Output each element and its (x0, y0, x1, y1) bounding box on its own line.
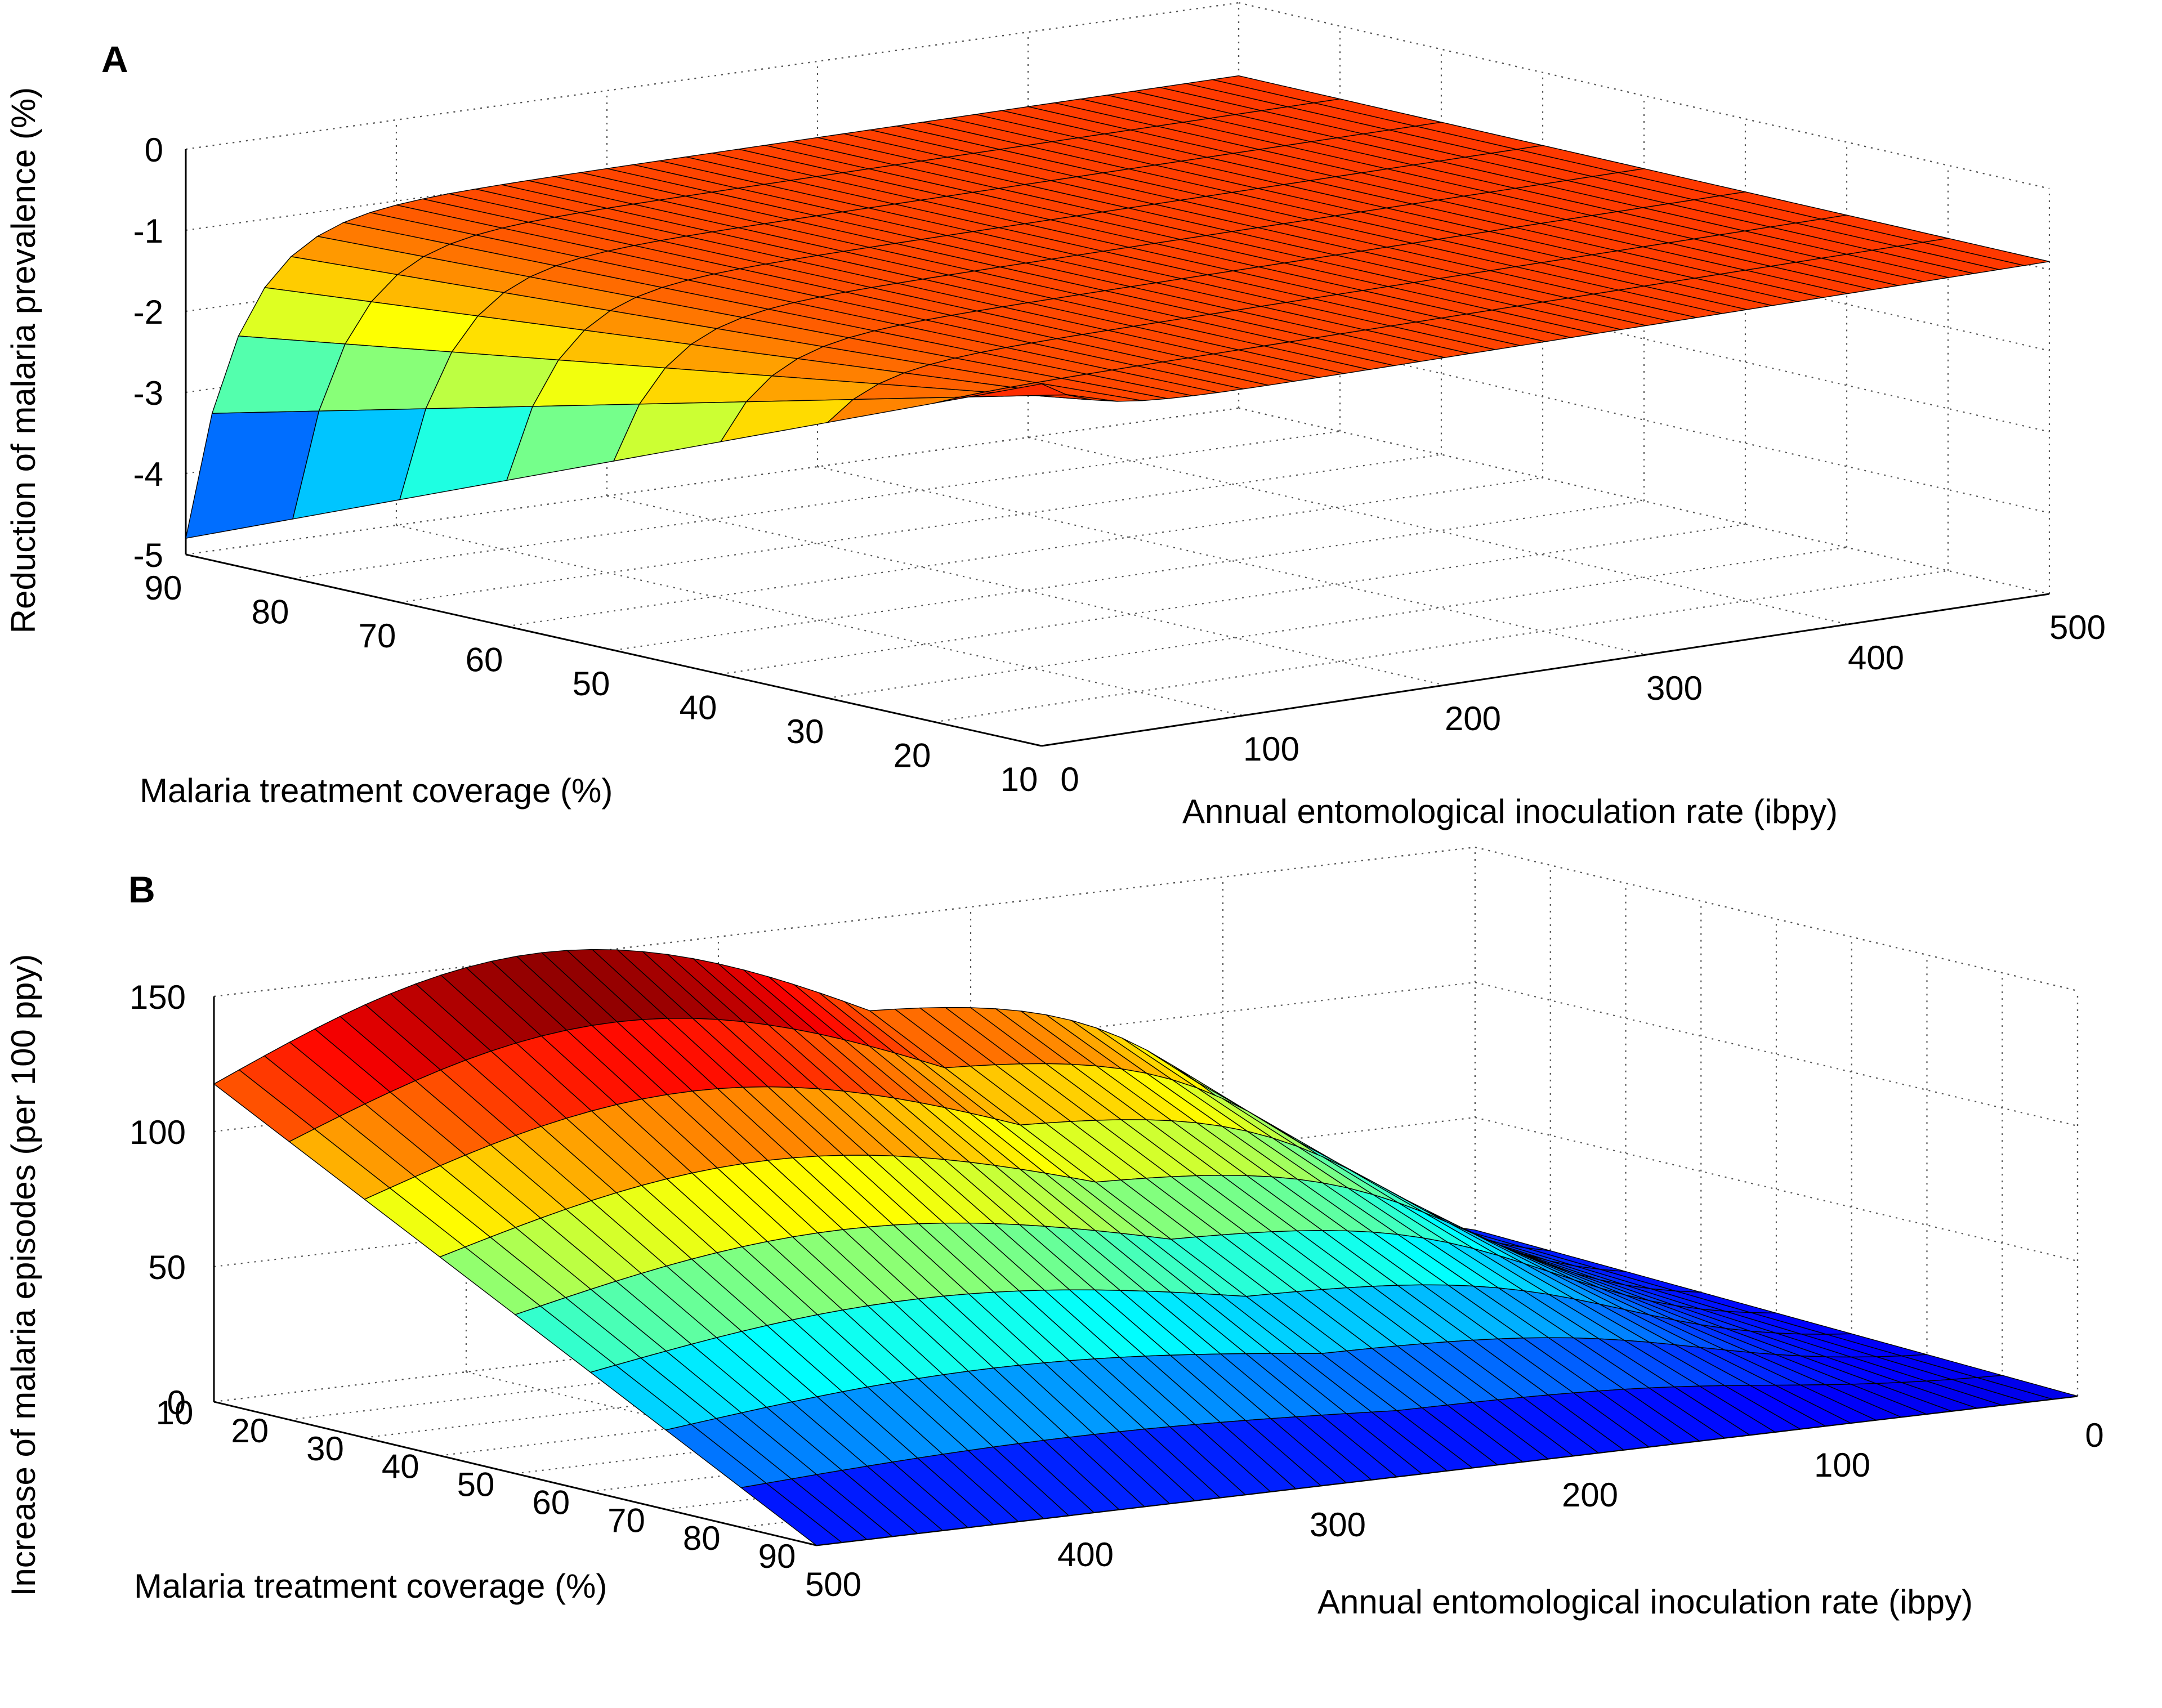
panel-b-y-label: Annual entomological inoculation rate (i… (1317, 1583, 1973, 1621)
x-tick-label: 40 (680, 689, 717, 727)
z-tick-label: 100 (129, 1114, 186, 1151)
z-tick-label: -2 (133, 293, 163, 331)
z-tick-label: -5 (133, 536, 163, 574)
grid-line (720, 524, 1746, 675)
x-tick-label: 50 (457, 1466, 495, 1504)
y-tick-label: 400 (1057, 1536, 1114, 1573)
x-tick-label: 50 (573, 665, 610, 703)
z-tick-label: 150 (129, 978, 186, 1016)
x-tick-label: 10 (156, 1394, 194, 1432)
grid-line (817, 466, 1647, 656)
y-tick-label: 300 (1646, 669, 1703, 707)
axis-line (185, 553, 1042, 747)
x-tick-label: 60 (466, 641, 503, 679)
grid-line (1028, 436, 1848, 625)
x-tick-label: 30 (787, 713, 824, 750)
y-tick-label: 200 (1562, 1476, 1618, 1514)
y-tick-label: 0 (1060, 761, 1079, 798)
grid-line (185, 2, 1239, 150)
y-tick-label: 400 (1848, 639, 1904, 677)
x-tick-label: 90 (145, 569, 182, 607)
x-tick-label: 80 (683, 1519, 721, 1557)
grid-line (613, 500, 1645, 651)
grid-line (934, 570, 1949, 723)
grid-line (827, 547, 1847, 699)
y-tick-label: 300 (1310, 1506, 1366, 1544)
x-tick-label: 20 (894, 737, 931, 775)
z-tick-label: -4 (133, 455, 163, 493)
x-tick-label: 90 (758, 1537, 796, 1575)
panel-b-z-label: Increase of malaria episodes (per 100 pp… (5, 954, 42, 1597)
x-tick-label: 60 (532, 1483, 570, 1521)
grid-line (506, 477, 1543, 627)
axis-line (1041, 593, 2050, 747)
panel-a-surface (185, 75, 2050, 539)
panel-a-z-label: Reduction of malaria prevalence (%) (5, 87, 42, 633)
surface-cell (1977, 1375, 2078, 1400)
y-tick-label: 200 (1445, 700, 1501, 737)
grid-line (213, 846, 1476, 998)
grid-line (606, 495, 1445, 686)
panel-b-surface (213, 949, 2078, 1546)
panel-b-letter: B (128, 869, 155, 910)
grid-line (185, 407, 1239, 556)
panel-a-y-label: Annual entomological inoculation rate (i… (1182, 793, 1838, 830)
axis-line (213, 1401, 817, 1546)
grid-line (292, 431, 1341, 579)
grid-line (399, 454, 1442, 603)
surface-cell (185, 410, 320, 539)
x-tick-label: 10 (1000, 761, 1038, 798)
panel-a-letter: A (101, 38, 128, 80)
y-tick-label: 500 (805, 1566, 861, 1603)
z-tick-label: 50 (148, 1249, 186, 1286)
y-tick-label: 0 (2085, 1416, 2103, 1454)
z-tick-label: 0 (145, 131, 163, 169)
z-tick-label: 0 (167, 1384, 186, 1421)
x-tick-label: 70 (359, 617, 396, 655)
y-tick-label: 500 (2049, 609, 2106, 646)
y-tick-label: 100 (1243, 730, 1299, 768)
y-tick-label: 100 (1814, 1446, 1870, 1484)
x-tick-label: 40 (382, 1448, 419, 1486)
x-tick-label: 80 (252, 593, 289, 631)
grid-line (396, 524, 1244, 717)
z-tick-label: -1 (133, 212, 163, 250)
x-tick-label: 30 (306, 1430, 344, 1468)
panel-a-x-label: Malaria treatment coverage (%) (140, 772, 613, 810)
surface-cell (934, 383, 1067, 404)
x-tick-label: 70 (607, 1501, 645, 1539)
x-tick-label: 20 (231, 1412, 269, 1450)
z-tick-label: -3 (133, 374, 163, 412)
panel-b-x-label: Malaria treatment coverage (%) (134, 1567, 607, 1605)
